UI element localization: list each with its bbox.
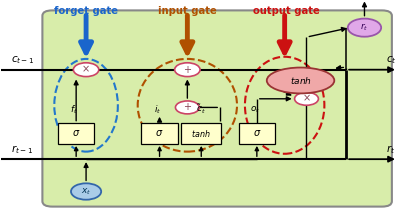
Text: $f_t$: $f_t$ (70, 103, 78, 116)
Ellipse shape (267, 67, 334, 93)
Circle shape (176, 101, 199, 114)
Text: $x_t$: $x_t$ (81, 186, 91, 197)
Text: $\sigma$: $\sigma$ (72, 128, 80, 138)
Circle shape (71, 183, 101, 200)
Text: $i_t$: $i_t$ (154, 103, 161, 116)
Text: $\sigma$: $\sigma$ (253, 128, 261, 138)
Text: $o_t$: $o_t$ (250, 104, 260, 115)
FancyBboxPatch shape (142, 123, 178, 144)
Text: ×: × (302, 94, 310, 104)
Text: forget gate: forget gate (54, 6, 118, 16)
Text: $r_{t-1}$: $r_{t-1}$ (11, 143, 33, 156)
Text: ×: × (82, 65, 90, 75)
Text: output gate: output gate (253, 6, 320, 16)
FancyBboxPatch shape (42, 10, 392, 207)
Text: $tanh$: $tanh$ (290, 75, 312, 86)
Text: +: + (183, 65, 191, 75)
Circle shape (294, 92, 318, 105)
FancyBboxPatch shape (239, 123, 275, 144)
Text: input gate: input gate (158, 6, 217, 16)
Text: $\sigma$: $\sigma$ (155, 128, 164, 138)
Text: $r_t$: $r_t$ (360, 22, 369, 33)
Circle shape (348, 19, 381, 37)
Circle shape (73, 63, 99, 77)
FancyBboxPatch shape (181, 123, 221, 144)
Text: $r_t$: $r_t$ (386, 143, 395, 156)
FancyBboxPatch shape (58, 123, 94, 144)
Circle shape (175, 63, 200, 77)
Text: $tanh$: $tanh$ (192, 128, 211, 139)
Text: +: + (183, 102, 191, 112)
Text: $\tilde{c}_t$: $\tilde{c}_t$ (196, 103, 206, 116)
Text: $c_t$: $c_t$ (386, 55, 397, 66)
Text: $c_{t-1}$: $c_{t-1}$ (11, 55, 34, 66)
